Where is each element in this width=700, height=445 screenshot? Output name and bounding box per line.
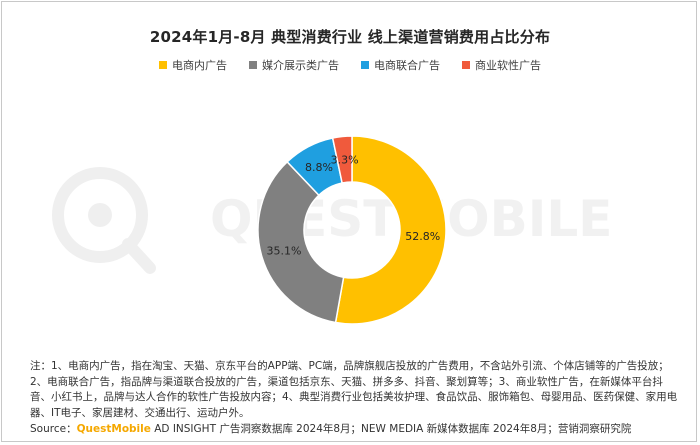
legend-swatch: [159, 61, 167, 69]
legend-item-soft-ads: 商业软性广告: [462, 57, 541, 73]
chart-legend: 电商内广告 媒介展示类广告 电商联合广告 商业软性广告: [0, 57, 700, 73]
source-line: Source：QuestMobile AD INSIGHT 广告洞察数据库 20…: [30, 421, 690, 436]
chart-title: 2024年1月-8月 典型消费行业 线上渠道营销费用占比分布: [149, 28, 551, 46]
source-label: Source：: [30, 423, 77, 435]
legend-label: 电商联合广告: [374, 59, 440, 72]
legend-label: 媒介展示类广告: [262, 59, 339, 72]
slice-value-label-3: 3.3%: [331, 153, 359, 166]
donut-slice-1: [257, 160, 345, 324]
legend-item-ecommerce-internal: 电商内广告: [159, 57, 227, 73]
slice-value-label-2: 8.8%: [305, 161, 333, 174]
source-text: AD INSIGHT 广告洞察数据库 2024年8月；NEW MEDIA 新媒体…: [150, 423, 632, 435]
donut-slice-0: [334, 135, 447, 325]
legend-swatch: [361, 61, 369, 69]
footnotes: 注：1、电商内广告，指在淘宝、天猫、京东平台的APP端、PC端，品牌旗舰店投放的…: [30, 360, 678, 419]
legend-label: 商业软性广告: [475, 59, 541, 72]
legend-label: 电商内广告: [172, 59, 227, 72]
legend-item-media-display: 媒介展示类广告: [249, 57, 339, 73]
slice-value-label-1: 35.1%: [267, 244, 302, 257]
donut-slice-3: [331, 135, 353, 184]
legend-item-ecommerce-joint: 电商联合广告: [361, 57, 440, 73]
source-brand: QuestMobile: [76, 423, 151, 435]
slice-value-label-0: 52.8%: [405, 230, 440, 243]
legend-swatch: [462, 61, 470, 69]
legend-swatch: [249, 61, 257, 69]
